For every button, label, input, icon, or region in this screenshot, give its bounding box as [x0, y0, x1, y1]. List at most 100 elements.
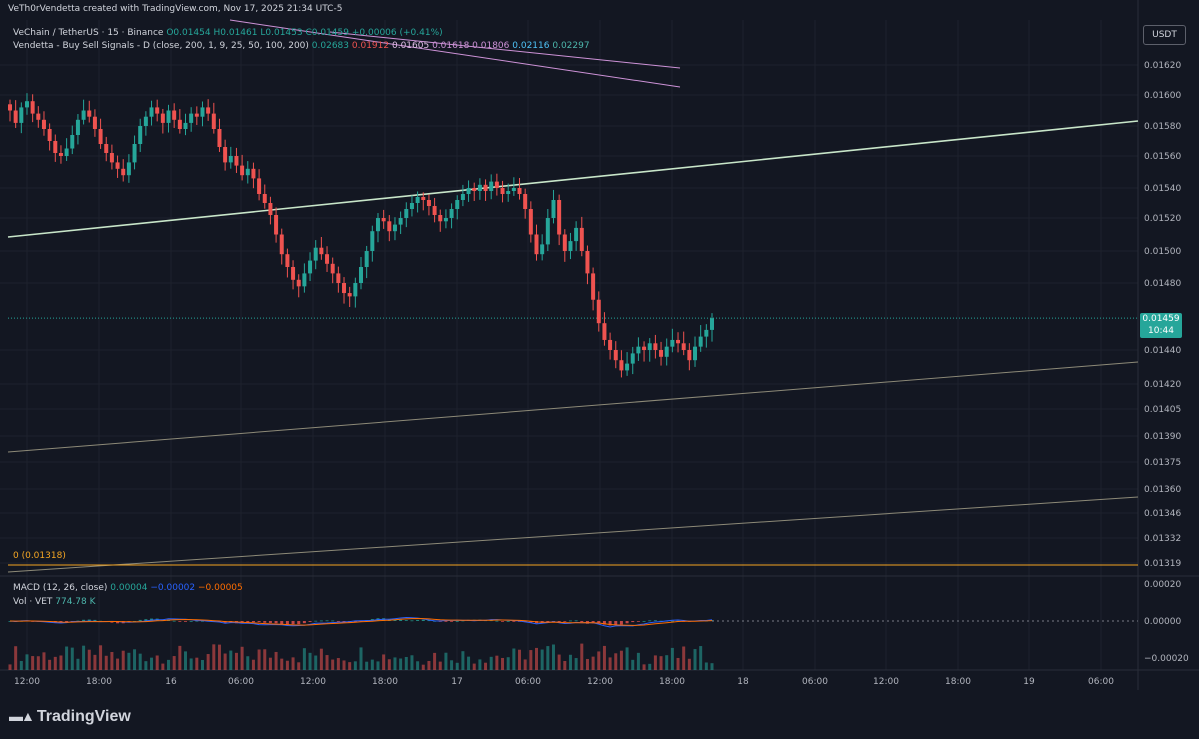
volume-bar: [19, 660, 23, 670]
candle-body: [619, 360, 624, 371]
volume-bar: [150, 657, 154, 670]
macd-hist-bar: [557, 621, 561, 622]
macd-hist-bar: [546, 621, 550, 623]
candle-body: [342, 283, 347, 294]
candle-body: [523, 194, 528, 209]
candle-body: [642, 346, 647, 350]
volume-bar: [110, 652, 114, 670]
volume-bar: [478, 659, 482, 670]
symbol-legend[interactable]: VeChain / TetherUS · 15 · Binance O0.014…: [13, 27, 443, 39]
macd-hist-bar: [336, 621, 340, 622]
volume-bar: [365, 661, 369, 670]
candle-body: [75, 119, 80, 135]
footer-bar: [0, 690, 1199, 739]
macd-hist-bar: [416, 620, 420, 621]
volume-bar: [467, 656, 471, 670]
candle-body: [138, 126, 143, 144]
macd-hist-value: 0.00004: [110, 583, 148, 593]
volume-bar: [529, 650, 533, 670]
macd-hist-bar: [268, 621, 272, 623]
candle-body: [608, 339, 613, 350]
volume-bar: [257, 649, 261, 670]
volume-bar: [563, 660, 567, 670]
volume-legend[interactable]: Vol · VET 774.78 K: [13, 596, 96, 608]
macd-hist-bar: [450, 621, 454, 622]
macd-hist-bar: [608, 621, 612, 626]
candle-body: [319, 247, 324, 255]
candle-body: [528, 209, 533, 235]
macd-hist-bar: [625, 621, 629, 624]
y-tick-label: 0.01346: [1144, 509, 1181, 519]
candle-body: [432, 206, 437, 215]
candle-body: [347, 293, 352, 297]
macd-hist-bar: [319, 620, 323, 622]
y-tick-label: 0.01440: [1144, 346, 1181, 356]
macd-hist-bar: [574, 620, 578, 622]
macd-hist-bar: [314, 620, 318, 622]
volume-bar: [693, 649, 697, 670]
macd-hist-bar: [178, 621, 182, 622]
y-tick-label: 0.01319: [1144, 559, 1181, 569]
volume-bar: [710, 663, 714, 670]
volume-bar: [291, 657, 295, 670]
macd-hist-bar: [291, 621, 295, 625]
volume-bar: [274, 651, 278, 670]
last-price-tag: 0.01459 10:44: [1140, 313, 1182, 338]
volume-bar: [597, 651, 601, 670]
candle-body: [64, 148, 69, 156]
candle-body: [13, 110, 18, 123]
volume-bar: [161, 663, 165, 670]
macd-hist-bar: [331, 620, 335, 622]
macd-hist-bar: [642, 621, 646, 622]
macd-hist-bar: [648, 620, 652, 622]
macd-hist-bar: [302, 621, 306, 624]
volume-bar: [206, 654, 210, 670]
chart-canvas[interactable]: 0.01620 0.01600 0.01580 0.01560 0.01540 0.015…: [0, 0, 1199, 690]
volume-bar: [540, 649, 544, 670]
ohlc-low: L0.01453: [260, 28, 303, 38]
macd-hist-bar: [568, 620, 572, 622]
volume-bar: [450, 660, 454, 670]
candle-body: [330, 263, 335, 274]
macd-tick-label: 0.00000: [1144, 617, 1181, 627]
volume-bar: [602, 645, 606, 670]
volume-bar: [308, 652, 312, 670]
volume-bar: [382, 654, 386, 670]
volume-bar: [546, 646, 550, 670]
candle-body: [206, 107, 211, 114]
candle-body: [472, 188, 477, 191]
volume-bar: [376, 661, 380, 670]
volume-bar: [36, 656, 40, 670]
candle-body: [687, 350, 692, 361]
volume-bar: [535, 647, 538, 670]
trendline-bottom: [7, 496, 1139, 573]
candle-body: [653, 343, 658, 350]
tradingview-logo[interactable]: ▬▲ TradingView: [9, 708, 131, 726]
volume-bar: [410, 655, 414, 670]
candle-body: [421, 197, 426, 200]
y-tick-label: 0.01620: [1144, 61, 1181, 71]
macd-hist-bar: [563, 621, 567, 622]
volume-bar: [568, 654, 572, 670]
candle-body: [698, 336, 703, 347]
candle-body: [562, 234, 567, 251]
volume-bar: [285, 660, 289, 670]
x-tick-label: 12:00: [14, 677, 40, 687]
volume-bar: [399, 658, 403, 670]
volume-bar: [116, 658, 120, 670]
candle-body: [670, 339, 675, 347]
candle-body: [585, 251, 590, 274]
macd-legend[interactable]: MACD (12, 26, close) 0.00004 −0.00002 −0…: [13, 582, 243, 594]
candle-body: [285, 254, 290, 267]
candle-body: [24, 101, 29, 108]
macd-hist-bar: [184, 621, 187, 622]
volume-bar: [557, 654, 561, 670]
ohlc-close: C0.01459: [305, 28, 349, 38]
macd-hist-bar: [274, 621, 278, 624]
candle-body: [455, 200, 460, 209]
volume-bar: [246, 656, 250, 670]
candle-body: [511, 188, 516, 191]
candle-body: [240, 165, 245, 176]
indicator-legend[interactable]: Vendetta - Buy Sell Signals - D (close, …: [13, 40, 590, 52]
currency-button[interactable]: USDT: [1143, 25, 1186, 45]
